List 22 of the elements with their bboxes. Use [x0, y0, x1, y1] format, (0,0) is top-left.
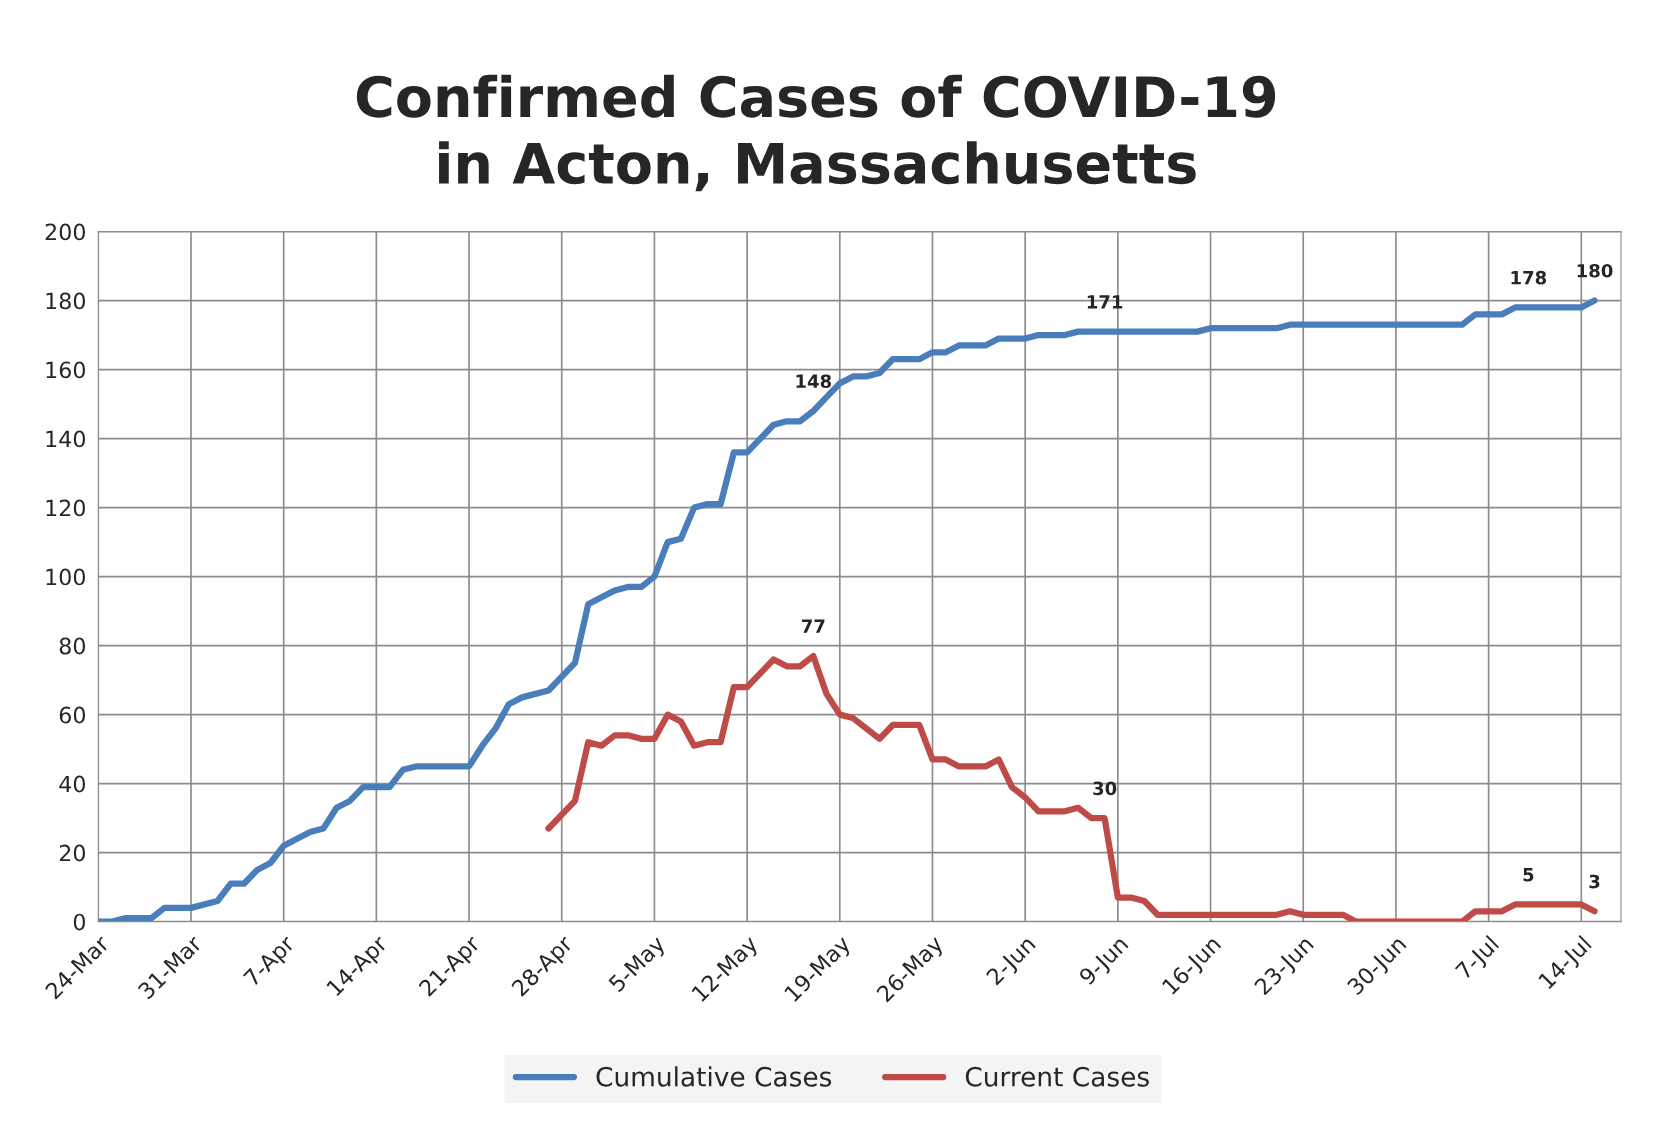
chart-title: Confirmed Cases of COVID-19 in Acton, Massachusetts — [356, 74, 1276, 192]
y-tick-label: 160 — [46, 361, 86, 379]
y-tick-label: 140 — [46, 430, 86, 448]
y-tick-label: 180 — [46, 292, 86, 310]
y-tick-label: 0 — [73, 913, 86, 931]
legend-label: Current Cases — [965, 1066, 1149, 1087]
y-tick-label: 100 — [46, 568, 86, 586]
annotation: 171 — [1087, 295, 1123, 309]
y-tick-label: 40 — [59, 775, 86, 793]
y-tick-label: 80 — [59, 637, 86, 655]
annotation: 180 — [1577, 263, 1613, 278]
annotation: 178 — [1511, 270, 1547, 285]
y-tick-label: 200 — [45, 223, 86, 241]
y-tick-label: 60 — [59, 706, 86, 724]
annotation: 77 — [801, 619, 825, 633]
y-tick-label: 120 — [46, 499, 86, 517]
y-tick-label: 20 — [59, 844, 86, 862]
annotation: 148 — [796, 374, 832, 389]
annotation: 30 — [1093, 781, 1117, 796]
legend-label: Cumulative Cases — [596, 1066, 832, 1087]
annotation: 3 — [1589, 874, 1600, 889]
annotation: 5 — [1523, 868, 1534, 882]
